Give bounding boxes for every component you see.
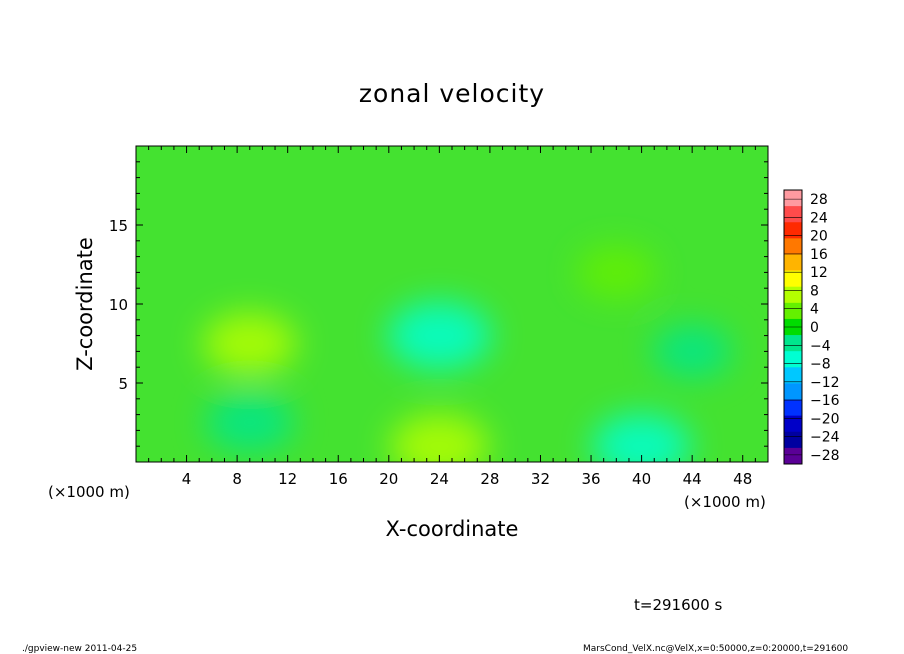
- x-tick-label: 40: [632, 470, 651, 488]
- y-tick-label: 5: [118, 375, 128, 393]
- colorbar-label: −24: [810, 430, 840, 446]
- time-label: t=291600 s: [634, 596, 722, 614]
- colorbar-label: 12: [810, 265, 828, 281]
- colorbar-label: 0: [810, 320, 819, 336]
- colorbar-swatch: [784, 286, 802, 304]
- field-patch-7: [576, 245, 656, 299]
- colorbar-label: −16: [810, 393, 840, 409]
- colorbar-label: −4: [810, 338, 831, 354]
- x-axis-label: X-coordinate: [386, 517, 519, 541]
- x-tick-label: 20: [379, 470, 398, 488]
- colorbar-swatch: [784, 254, 802, 272]
- field-patch-3: [387, 301, 492, 370]
- colorbar-swatch: [784, 302, 802, 320]
- colorbar-swatch: [784, 270, 802, 288]
- colorbar-label: −20: [810, 411, 840, 427]
- y-tick-label: 10: [109, 296, 128, 314]
- footer-right: MarsCond_VelX.nc@VelX,x=0:50000,z=0:2000…: [583, 644, 848, 654]
- x-tick-label: 4: [182, 470, 192, 488]
- colorbar-swatch: [784, 222, 802, 239]
- colorbar-label: 24: [810, 210, 828, 226]
- x-unit-left: (×1000 m): [48, 483, 130, 501]
- x-tick-label: 8: [232, 470, 242, 488]
- colorbar-swatch: [784, 335, 802, 352]
- x-tick-label: 28: [480, 470, 499, 488]
- x-tick-label: 48: [733, 470, 752, 488]
- footer-left: ./gpview-new 2011-04-25: [22, 644, 137, 654]
- field-patch-5: [592, 413, 692, 462]
- chart-title: zonal velocity: [359, 79, 545, 108]
- x-tick-label: 36: [581, 470, 600, 488]
- y-axis: 5 10 15: [109, 161, 768, 447]
- colorbar: 28 24 20 16 12 8 4 0 −4 −8 −12 −16 −20 −24 −28: [783, 189, 840, 465]
- colorbar-swatch: [784, 206, 802, 223]
- colorbar-swatch: [784, 399, 802, 417]
- field-patch-1: [202, 312, 297, 375]
- x-tick-label: 24: [430, 470, 449, 488]
- x-tick-label: 44: [683, 470, 702, 488]
- y-tick-label: 15: [109, 217, 128, 235]
- colorbar-swatch: [784, 367, 802, 384]
- colorbar-swatch: [784, 447, 802, 465]
- x-tick-label: 32: [531, 470, 550, 488]
- colorbar-swatch: [784, 238, 802, 255]
- field-patch-6: [652, 324, 732, 378]
- y-axis-label: Z-coordinate: [73, 237, 97, 371]
- x-unit-right: (×1000 m): [684, 493, 766, 511]
- colorbar-label: 8: [810, 283, 819, 299]
- colorbar-label: −12: [810, 375, 840, 391]
- colorbar-label: −8: [810, 357, 831, 373]
- x-tick-label: 12: [278, 470, 297, 488]
- colorbar-swatch: [784, 190, 802, 207]
- x-axis: 4 8 12 16 20 24 28 32 36 40 44 48: [148, 146, 756, 488]
- colorbar-swatch: [784, 351, 802, 368]
- colorbar-label: 20: [810, 229, 828, 245]
- colorbar-swatch: [784, 383, 802, 401]
- field-patch-4: [205, 393, 295, 452]
- colorbar-label: −28: [810, 448, 840, 464]
- field-patch-2: [389, 413, 489, 462]
- x-tick-label: 16: [329, 470, 348, 488]
- colorbar-swatch: [784, 415, 802, 433]
- colorbar-swatch: [784, 431, 802, 449]
- heatmap-field: [136, 146, 768, 462]
- colorbar-label: 16: [810, 247, 828, 263]
- colorbar-label: 28: [810, 192, 828, 208]
- colorbar-label: 4: [810, 302, 819, 318]
